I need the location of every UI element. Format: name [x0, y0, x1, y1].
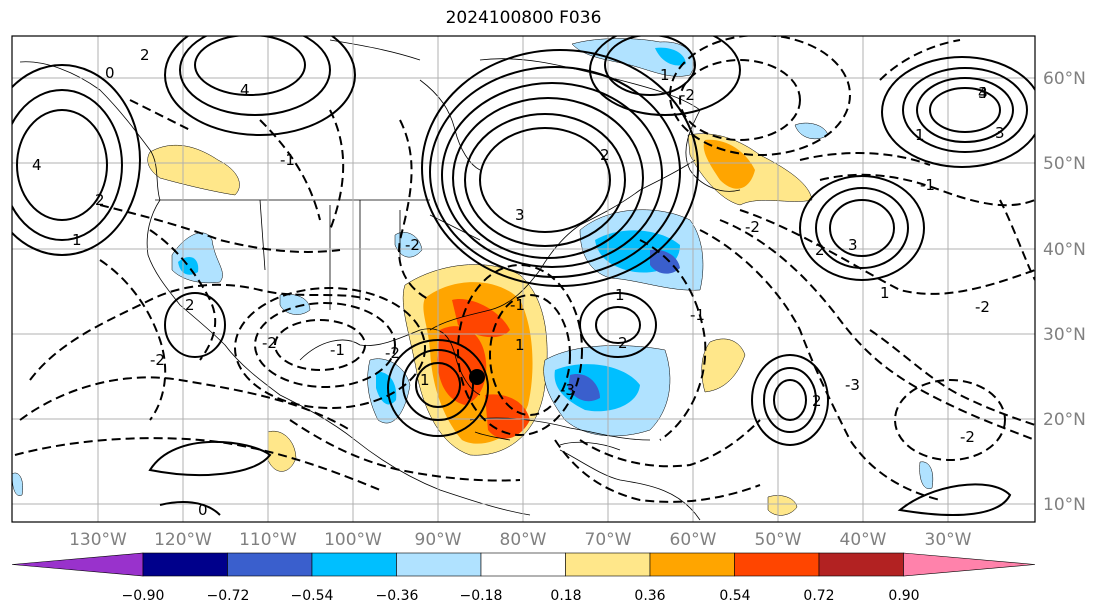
colorbar-segment — [396, 552, 482, 577]
colorbar-tick-label: −0.54 — [291, 588, 334, 604]
map-title: 2024100800 F036 — [445, 8, 602, 28]
colorbar-segment — [480, 552, 566, 577]
contour-label: 4 — [978, 84, 988, 102]
contour-label: -2 — [680, 86, 695, 104]
lon-label: 60°W — [670, 530, 717, 550]
contour-label: -1 — [280, 151, 295, 169]
map-field — [12, 36, 1035, 522]
colorbar-tick-label: 0.18 — [550, 588, 581, 604]
contour-label: -1 — [330, 341, 345, 359]
lat-label: 50°N — [1043, 154, 1086, 174]
lat-label: 10°N — [1043, 495, 1086, 515]
contour-label: 2 — [140, 46, 150, 64]
contour-label: 3 — [848, 236, 858, 254]
lon-label: 110°W — [239, 530, 297, 550]
lon-label: 70°W — [585, 530, 632, 550]
colorbar-segments — [11, 552, 1036, 577]
contour-label: 3 — [995, 124, 1005, 142]
colorbar-tick-label: −0.18 — [460, 588, 503, 604]
contour-label: -2 — [385, 344, 400, 362]
lat-label: 60°N — [1043, 69, 1086, 89]
colorbar-tick-label: −0.36 — [376, 588, 419, 604]
lon-label: 90°W — [415, 530, 462, 550]
contour-label: 0 — [198, 501, 208, 519]
contour-label: 2 — [185, 296, 195, 314]
lat-label: 30°N — [1043, 325, 1086, 345]
colorbar-tick-label: 0.90 — [888, 588, 919, 604]
colorbar-tick-label: −0.90 — [122, 588, 165, 604]
contour-label: -2 — [975, 298, 990, 316]
colorbar-segment — [142, 552, 228, 577]
positive-contours — [12, 36, 1035, 516]
lat-label: 20°N — [1043, 410, 1086, 430]
contour-label: 3 — [515, 206, 525, 224]
colorbar: −0.90 −0.72 −0.54 −0.36 −0.18 0.18 0.36 … — [11, 552, 1036, 604]
lon-label: 80°W — [500, 530, 547, 550]
contour-label: -1 — [920, 176, 935, 194]
lon-label: 130°W — [69, 530, 127, 550]
contour-label: -2 — [262, 334, 277, 352]
contour-label: 1 — [420, 371, 430, 389]
contour-label: 2 — [600, 146, 610, 164]
colorbar-tick-label: 0.36 — [634, 588, 665, 604]
contour-label: 1 — [72, 231, 82, 249]
contour-label: 2 — [815, 241, 825, 259]
contour-label: -2 — [745, 218, 760, 236]
colorbar-segment — [227, 552, 313, 577]
contour-label: 0 — [105, 64, 115, 82]
longitude-labels: 130°W 120°W 110°W 100°W 90°W 80°W 70°W 6… — [69, 530, 972, 550]
contour-label: 1 — [615, 286, 625, 304]
contour-label: 3 — [978, 84, 988, 102]
lon-label: 50°W — [755, 530, 802, 550]
contour-label: -2 — [960, 428, 975, 446]
contour-label: 4 — [32, 156, 42, 174]
storm-center-marker — [469, 369, 485, 385]
contour-label: -2 — [405, 236, 420, 254]
contour-label: 1 — [915, 126, 925, 144]
colorbar-segment — [565, 552, 651, 577]
lon-label: 30°W — [925, 530, 972, 550]
colorbar-segment — [649, 552, 735, 577]
negative-contours — [14, 36, 1035, 503]
contour-label: 2 — [618, 334, 628, 352]
colorbar-segment — [818, 552, 904, 577]
contour-label: 2 — [812, 392, 822, 410]
colorbar-tick-label: 0.72 — [803, 588, 834, 604]
contour-label: 4 — [240, 81, 250, 99]
colorbar-tick-label: 0.54 — [719, 588, 750, 604]
latitude-labels: 60°N 50°N 40°N 30°N 20°N 10°N — [1043, 69, 1086, 515]
contour-label: 1 — [660, 66, 670, 84]
contour-label: -1 — [510, 296, 525, 314]
lon-label: 40°W — [840, 530, 887, 550]
colorbar-segment — [734, 552, 820, 577]
contour-label: -3 — [845, 376, 860, 394]
contour-label: 2 — [95, 191, 105, 209]
colorbar-tick-label: −0.72 — [207, 588, 250, 604]
contour-label: 1 — [880, 284, 890, 302]
lon-label: 120°W — [154, 530, 212, 550]
lat-label: 40°N — [1043, 240, 1086, 260]
positive-contour-labels: 2 4 0 2 1 4 3 2 1 2 1 3 3 1 3 2 2 1 0 4 … — [32, 46, 1005, 519]
map-frame — [11, 35, 1036, 523]
contour-label: -3 — [560, 381, 575, 399]
colorbar-tick-labels: −0.90 −0.72 −0.54 −0.36 −0.18 0.18 0.36 … — [122, 588, 920, 604]
colorbar-segment — [311, 552, 397, 577]
negative-contour-labels: -2 -1 -1 -2 -3 -2 -1 -2 -1 -2 -1 -2 -2 -… — [150, 86, 990, 446]
contour-label: -2 — [150, 351, 165, 369]
colorbar-segment — [903, 552, 1036, 577]
contour-label: 1 — [515, 336, 525, 354]
contour-label: -1 — [690, 306, 705, 324]
colorbar-segment — [11, 552, 144, 577]
lon-label: 100°W — [324, 530, 382, 550]
